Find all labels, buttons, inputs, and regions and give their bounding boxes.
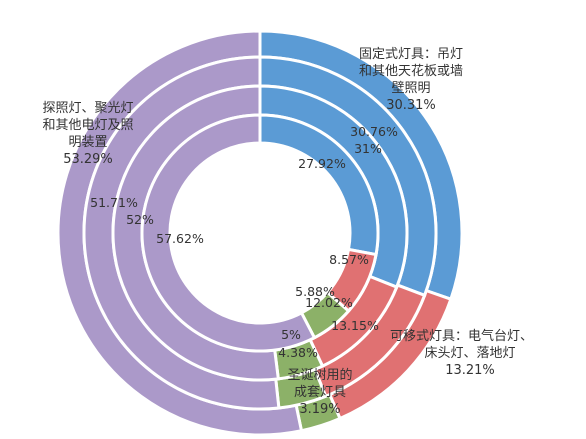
category-name-line-4-1: 探照灯、聚光灯: [42, 101, 133, 116]
category-name-line-4-3: 明装置: [68, 135, 107, 150]
category-name-line-3-1: 圣诞树用的: [287, 367, 352, 383]
category-percent-1: 30.31%: [386, 98, 436, 113]
label-ring4-cat4: 57.62%: [156, 231, 204, 246]
label-ring2-cat1: 30.76%: [350, 124, 398, 139]
label-ring2-cat3: 4.38%: [278, 345, 318, 360]
label-ring4-cat3: 5.88%: [295, 284, 335, 299]
donut-rings: [56, 29, 464, 437]
label-ring2-cat2: 13.15%: [331, 318, 379, 333]
category-name-line-1-1: 固定式灯具：吊灯: [359, 47, 463, 62]
category-percent-2: 13.21%: [445, 363, 495, 378]
category-name-line-1-3: 壁照明: [391, 81, 430, 96]
category-label-2: 可移式灯具：电气台灯、床头灯、落地灯 13.21%: [390, 328, 533, 378]
category-percent-4: 53.29%: [63, 152, 113, 167]
label-ring3-cat1: 31%: [354, 141, 382, 156]
category-name-line-3-2: 成套灯具: [294, 384, 346, 400]
category-name-line-4-2: 和其他电灯及照: [42, 118, 133, 133]
category-name-line-2-1: 可移式灯具：电气台灯、: [390, 328, 533, 344]
category-name-line-1-2: 和其他天花板或墙: [359, 63, 463, 79]
slice-ring4-cat4: [140, 113, 317, 353]
label-ring3-cat2: 12.02%: [305, 295, 353, 310]
label-ring4-cat1: 27.92%: [298, 156, 346, 171]
data-labels: 30.76% 13.15% 4.38% 51.71% 31% 12.02% 5% 52% 27.…: [42, 47, 533, 417]
category-percent-3: 3.19%: [299, 402, 340, 417]
label-ring3-cat4: 52%: [126, 212, 154, 227]
label-ring2-cat4: 51.71%: [90, 195, 138, 210]
category-name-line-2-2: 床头灯、落地灯: [424, 346, 515, 361]
label-ring4-cat2: 8.57%: [329, 252, 369, 267]
label-ring3-cat3: 5%: [281, 327, 301, 342]
